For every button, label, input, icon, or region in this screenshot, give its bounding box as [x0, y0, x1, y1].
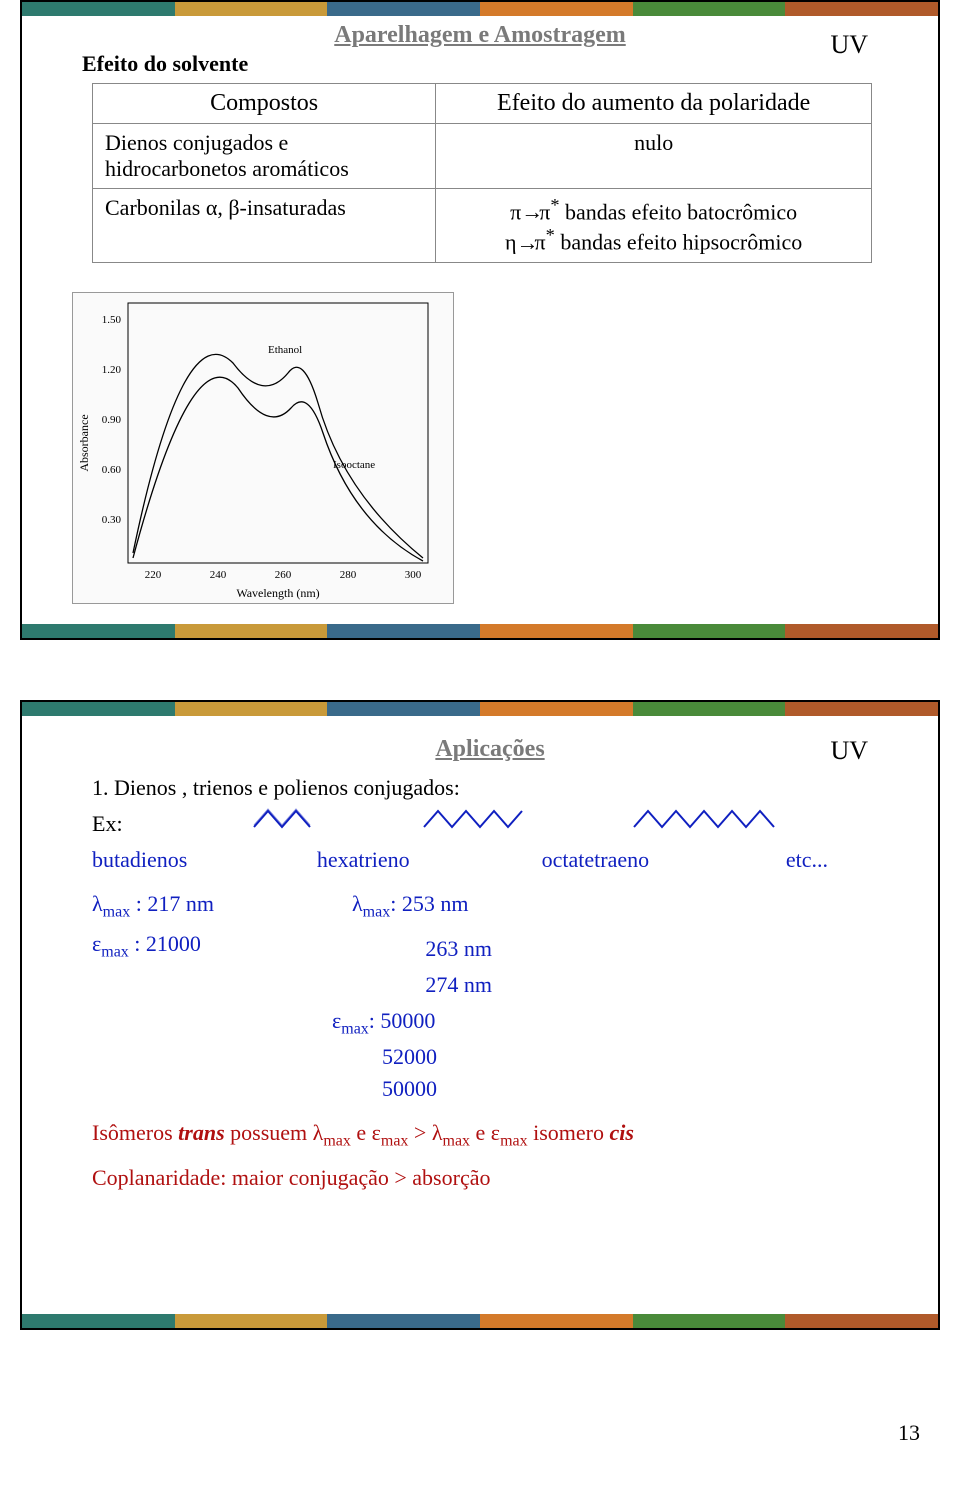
top-stripes — [22, 2, 938, 16]
svg-text:260: 260 — [275, 569, 292, 581]
eps-d: 50000 — [382, 1076, 437, 1102]
svg-text:Isooctane: Isooctane — [333, 459, 375, 471]
name-butadienos: butadienos — [92, 847, 257, 873]
isomeros-line: Isômeros trans possuem λmax e εmax > λma… — [92, 1120, 888, 1150]
row1-col2: nulo — [436, 124, 872, 189]
page-number: 13 — [0, 1390, 960, 1456]
bottom-stripes — [22, 624, 938, 638]
svg-text:Wavelength (nm): Wavelength (nm) — [236, 586, 319, 600]
svg-text:0.60: 0.60 — [102, 464, 122, 476]
coplanaridade-line: Coplanaridade: maior conjugação > absorç… — [92, 1165, 888, 1191]
slide-aplicacoes: UV Aplicações 1. Dienos , trienos e poli… — [20, 700, 940, 1330]
lambda-b: λmax: 253 nm — [352, 891, 468, 921]
svg-text:1.50: 1.50 — [102, 314, 122, 326]
row2-col1: Carbonilas α, β-insaturadas — [93, 189, 436, 263]
row2-col2: π→π* bandas efeito batocrômico η→π* band… — [436, 189, 872, 263]
eps-b: εmax: 50000 — [332, 1008, 435, 1038]
bottom-stripes-2 — [22, 1314, 938, 1328]
slide2-content: Aplicações 1. Dienos , trienos e polieno… — [22, 716, 938, 1191]
compostos-table: Compostos Efeito do aumento da polaridad… — [92, 83, 872, 263]
name-etc: etc... — [786, 847, 828, 873]
lambda-d: 274 nm — [352, 972, 492, 998]
name-octatetraeno: octatetraeno — [542, 847, 726, 873]
uv-label: UV — [830, 30, 868, 60]
svg-text:0.30: 0.30 — [102, 514, 122, 526]
lambda-c: 263 nm — [352, 936, 492, 962]
name-hexatrieno: hexatrieno — [317, 847, 482, 873]
svg-text:Ethanol: Ethanol — [268, 344, 302, 356]
slide1-title: Aparelhagem e Amostragem — [22, 16, 938, 51]
svg-text:Absorbance: Absorbance — [77, 414, 91, 471]
svg-text:0.90: 0.90 — [102, 414, 122, 426]
item1-label: 1. Dienos , trienos e polienos conjugado… — [92, 775, 888, 801]
row1-col1: Dienos conjugados e hidrocarbonetos arom… — [93, 124, 436, 189]
svg-text:240: 240 — [210, 569, 227, 581]
svg-text:280: 280 — [340, 569, 357, 581]
zigzag-hexatriene — [422, 805, 532, 837]
lambda-a: λmax : 217 nm — [92, 891, 292, 921]
eps-c: 52000 — [382, 1044, 437, 1070]
zigzag-octatetraene — [632, 805, 782, 837]
uv-label-2: UV — [830, 736, 868, 766]
slide2-title: Aplicações — [92, 736, 888, 763]
zigzag-butadiene — [252, 805, 322, 837]
svg-text:300: 300 — [405, 569, 422, 581]
top-stripes-2 — [22, 702, 938, 716]
svg-text:1.20: 1.20 — [102, 364, 122, 376]
svg-text:220: 220 — [145, 569, 162, 581]
slide1-subtitle: Efeito do solvente — [22, 51, 938, 77]
ex-label: Ex: — [92, 811, 192, 837]
eps-a: εmax : 21000 — [92, 931, 292, 961]
table-header-compostos: Compostos — [93, 84, 436, 124]
table-header-efeito: Efeito do aumento da polaridade — [436, 84, 872, 124]
slide-aparelhagem: Aparelhagem e Amostragem UV Efeito do so… — [20, 0, 940, 640]
absorbance-chart: 1.50 1.20 0.90 0.60 0.30 Absorbance 220 … — [72, 292, 454, 604]
